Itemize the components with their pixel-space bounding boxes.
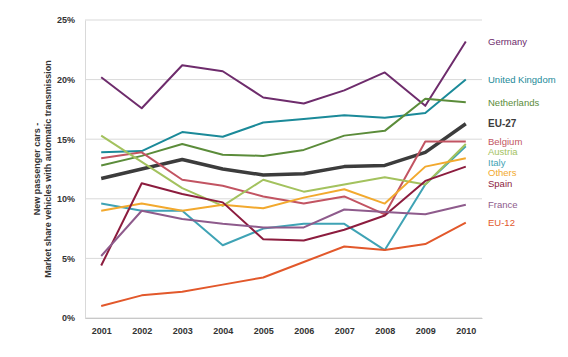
x-tick-label: 2010 [456, 326, 476, 336]
x-tick: 2009 [416, 318, 436, 336]
y-axis: 0% 5% 10% 15% 20% 25% [57, 15, 86, 323]
y-tick: 0% [62, 313, 85, 323]
series-line [101, 223, 466, 306]
x-tick: 2006 [294, 318, 314, 336]
x-tick: 2010 [456, 318, 476, 336]
x-axis-line [86, 318, 483, 319]
series-label: EU-12 [488, 217, 515, 228]
grid-line [85, 258, 482, 259]
chart: 0% 5% 10% 15% 20% 25% 2001 2002 2003 2004 2005 2006… [0, 0, 568, 357]
y-tick-label: 0% [62, 313, 75, 323]
y-axis-line [85, 21, 86, 319]
series-label: Belgium [488, 136, 522, 147]
grid-line [85, 79, 482, 80]
y-axis-title-line: Market share vehicles with automatic tra… [43, 60, 53, 278]
x-tick-label: 2004 [213, 326, 233, 336]
y-tick: 20% [57, 75, 85, 85]
x-tick-label: 2005 [254, 326, 274, 336]
series-line [101, 80, 466, 153]
x-tick: 2008 [375, 318, 395, 336]
plot-area [101, 41, 466, 306]
series-label: United Kingdom [488, 74, 556, 85]
series-line [101, 158, 466, 210]
x-tick-label: 2003 [173, 326, 193, 336]
x-tick: 2005 [254, 318, 274, 336]
y-tick-label: 15% [57, 135, 75, 145]
series-label: EU-27 [488, 118, 517, 129]
series-line [101, 167, 466, 266]
y-tick: 25% [57, 15, 85, 25]
series-label: Spain [488, 178, 512, 189]
series-line [101, 136, 466, 206]
series-line [101, 205, 466, 256]
x-tick-label: 2002 [132, 326, 152, 336]
x-tick: 2004 [213, 318, 233, 336]
series-label: France [488, 199, 518, 210]
series-line [101, 142, 466, 215]
series-label: Austria [488, 146, 518, 157]
series-label: Others [488, 167, 517, 178]
grid [85, 20, 482, 318]
grid-line [85, 318, 482, 319]
y-tick-label: 25% [57, 15, 75, 25]
y-axis-title-line: New passenger cars - [32, 123, 42, 216]
x-tick-label: 2008 [375, 326, 395, 336]
grid-line [85, 20, 482, 21]
x-tick-label: 2007 [335, 326, 355, 336]
x-axis: 2001 2002 2003 2004 2005 2006 2007 2008 2009 2010 [86, 318, 483, 336]
x-tick: 2002 [132, 318, 152, 336]
x-tick-label: 2009 [416, 326, 436, 336]
y-tick-label: 10% [57, 194, 75, 204]
series-label: Germany [488, 36, 527, 47]
y-tick-label: 20% [57, 75, 75, 85]
x-tick: 2003 [173, 318, 193, 336]
x-tick: 2007 [335, 318, 355, 336]
x-tick-label: 2006 [294, 326, 314, 336]
y-tick: 15% [57, 135, 85, 145]
y-tick: 10% [57, 194, 85, 204]
y-axis-title: New passenger cars -Market share vehicle… [32, 60, 53, 278]
series-label: Italy [488, 157, 506, 168]
y-tick-label: 5% [62, 254, 75, 264]
x-tick-label: 2001 [92, 326, 112, 336]
grid-line [85, 139, 482, 140]
x-tick: 2001 [92, 318, 112, 336]
series-line [101, 41, 466, 108]
series-label: Netherlands [488, 97, 539, 108]
series-labels: Germany United Kingdom Netherlands EU-27 Bel… [488, 36, 556, 228]
series-line [101, 146, 466, 250]
y-tick: 5% [62, 254, 85, 264]
